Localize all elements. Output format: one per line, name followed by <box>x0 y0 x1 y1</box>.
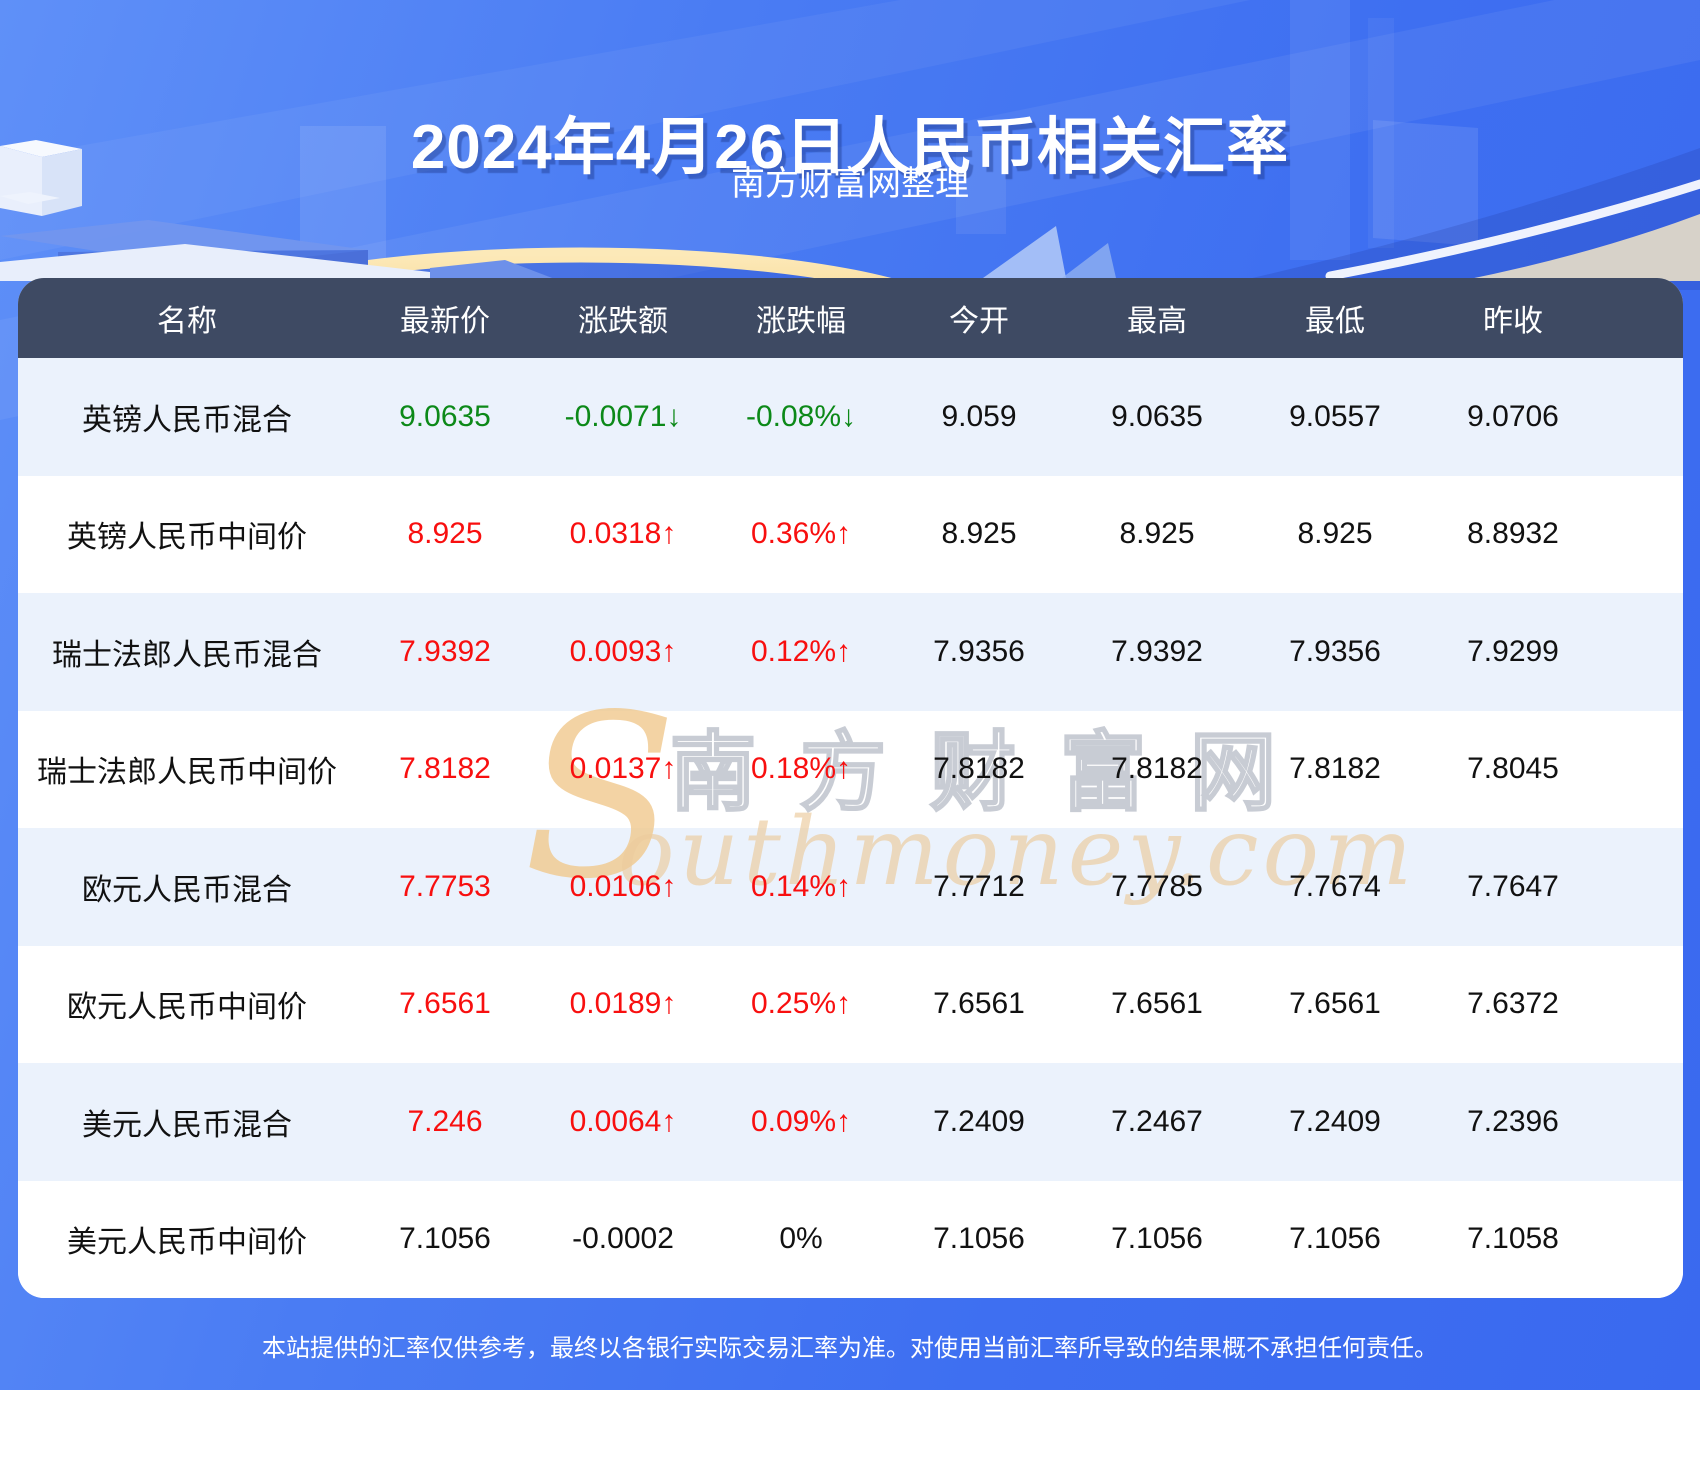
cell-low: 7.7674 <box>1289 869 1381 903</box>
cell-change-pct: 0.36%↑ <box>750 517 852 551</box>
cell-high: 7.7785 <box>1111 869 1203 903</box>
cell-low: 9.0557 <box>1289 399 1381 433</box>
cell-prev-close: 7.6372 <box>1467 987 1559 1021</box>
page-subtitle: 南方财富网整理 <box>731 165 969 203</box>
cell-prev-close: 7.9299 <box>1467 634 1559 668</box>
cell-open: 7.1056 <box>933 1222 1025 1256</box>
cell-change-pct: 0.09%↑ <box>750 1104 852 1138</box>
cell-change: -0.0071↓ <box>564 399 682 433</box>
cell-change-pct: 0.25%↑ <box>750 987 852 1021</box>
cell-name: 美元人民币混合 <box>82 1108 292 1142</box>
column-header-1: 最新价 <box>400 305 490 338</box>
table-row: 美元人民币混合 7.246 0.0064↑ 0.09%↑ 7.2409 7.2467 7.2… <box>18 1063 1683 1181</box>
cell-change: 0.0106↑ <box>569 869 677 903</box>
cell-high: 7.1056 <box>1111 1222 1203 1256</box>
cell-change: 0.0064↑ <box>569 1104 677 1138</box>
cell-open: 7.2409 <box>933 1104 1025 1138</box>
cell-prev-close: 8.8932 <box>1467 517 1559 551</box>
cell-change-pct: -0.08%↓ <box>745 399 857 433</box>
cell-name: 英镑人民币混合 <box>82 403 292 437</box>
cell-low: 7.2409 <box>1289 1104 1381 1138</box>
cell-latest: 7.246 <box>407 1104 483 1138</box>
table-row: 瑞士法郎人民币中间价 7.8182 0.0137↑ 0.18%↑ 7.8182 7.818… <box>18 710 1683 828</box>
page-title: 2024年4月26日人民币相关汇率 <box>410 112 1290 182</box>
cell-high: 7.6561 <box>1111 987 1203 1021</box>
table-row: 欧元人民币混合 7.7753 0.0106↑ 0.14%↑ 7.7712 7.7785 7.… <box>18 828 1683 946</box>
cell-change-pct: 0.14%↑ <box>750 869 852 903</box>
hero-banner: 2024年4月26日人民币相关汇率 南方财富网整理 名称 最新价 涨跌额 涨跌幅 今开 最… <box>0 0 1700 1390</box>
cell-prev-close: 7.8045 <box>1467 752 1559 786</box>
column-header-6: 最低 <box>1305 305 1365 338</box>
cell-open: 7.7712 <box>933 869 1025 903</box>
cell-change-pct: 0.12%↑ <box>750 634 852 668</box>
cell-latest: 7.1056 <box>399 1222 491 1256</box>
cell-high: 8.925 <box>1119 517 1195 551</box>
cell-low: 7.8182 <box>1289 752 1381 786</box>
table-row: 欧元人民币中间价 7.6561 0.0189↑ 0.25%↑ 7.6561 7.6561 7… <box>18 945 1683 1063</box>
cell-open: 7.6561 <box>933 987 1025 1021</box>
column-header-2: 涨跌额 <box>578 305 668 338</box>
cell-name: 欧元人民币混合 <box>82 873 292 907</box>
cell-prev-close: 7.7647 <box>1467 869 1559 903</box>
cell-low: 7.6561 <box>1289 987 1381 1021</box>
cell-name: 欧元人民币中间价 <box>67 991 307 1025</box>
disclaimer-text: 本站提供的汇率仅供参考，最终以各银行实际交易汇率为准。对使用当前汇率所导致的结果… <box>262 1335 1438 1362</box>
cell-prev-close: 9.0706 <box>1467 399 1559 433</box>
cell-change: 0.0318↑ <box>569 517 677 551</box>
column-header-0: 名称 <box>157 305 217 338</box>
cell-name: 英镑人民币中间价 <box>67 521 307 555</box>
cell-name: 美元人民币中间价 <box>67 1226 307 1260</box>
cell-latest: 7.6561 <box>399 987 491 1021</box>
cell-low: 7.1056 <box>1289 1222 1381 1256</box>
cell-change-pct: 0% <box>779 1222 823 1256</box>
cell-latest: 7.8182 <box>399 752 491 786</box>
table-row: 瑞士法郎人民币混合 7.9392 0.0093↑ 0.12%↑ 7.9356 7.9392… <box>18 593 1683 711</box>
table-header-row: 名称 最新价 涨跌额 涨跌幅 今开 最高 最低 昨收 <box>18 278 1683 358</box>
cell-change: -0.0002 <box>572 1222 674 1256</box>
column-header-4: 今开 <box>949 305 1009 338</box>
table-row: 英镑人民币混合 9.0635 -0.0071↓ -0.08%↓ 9.059 9.0635 9… <box>18 358 1683 476</box>
rates-table-card: 名称 最新价 涨跌额 涨跌幅 今开 最高 最低 昨收 英镑人民币混合 9.0635 -0.0071… <box>18 278 1683 1298</box>
cell-name: 瑞士法郎人民币混合 <box>52 638 322 672</box>
cell-high: 7.9392 <box>1111 634 1203 668</box>
column-header-7: 昨收 <box>1483 305 1543 338</box>
cell-open: 9.059 <box>941 399 1017 433</box>
cell-change: 0.0093↑ <box>569 634 677 668</box>
cell-change-pct: 0.18%↑ <box>750 752 852 786</box>
cell-open: 7.8182 <box>933 752 1025 786</box>
table-row: 英镑人民币中间价 8.925 0.0318↑ 0.36%↑ 8.925 8.925 8.92… <box>18 475 1683 593</box>
cell-high: 7.2467 <box>1111 1104 1203 1138</box>
cell-change: 0.0189↑ <box>569 987 677 1021</box>
cell-prev-close: 7.2396 <box>1467 1104 1559 1138</box>
cell-latest: 9.0635 <box>399 399 491 433</box>
cell-name: 瑞士法郎人民币中间价 <box>37 756 337 790</box>
table-body: 英镑人民币混合 9.0635 -0.0071↓ -0.08%↓ 9.059 9.0635 9… <box>18 358 1683 1298</box>
cell-open: 7.9356 <box>933 634 1025 668</box>
column-header-3: 涨跌幅 <box>756 305 846 338</box>
cell-prev-close: 7.1058 <box>1467 1222 1559 1256</box>
cell-latest: 8.925 <box>407 517 483 551</box>
cell-open: 8.925 <box>941 517 1017 551</box>
cell-latest: 7.9392 <box>399 634 491 668</box>
cell-high: 7.8182 <box>1111 752 1203 786</box>
cell-low: 7.9356 <box>1289 634 1381 668</box>
cell-high: 9.0635 <box>1111 399 1203 433</box>
table-row: 美元人民币中间价 7.1056 -0.0002 0% 7.1056 7.1056 7.105… <box>18 1180 1683 1298</box>
cell-change: 0.0137↑ <box>569 752 677 786</box>
cell-low: 8.925 <box>1297 517 1373 551</box>
cell-latest: 7.7753 <box>399 869 491 903</box>
column-header-5: 最高 <box>1127 305 1187 338</box>
